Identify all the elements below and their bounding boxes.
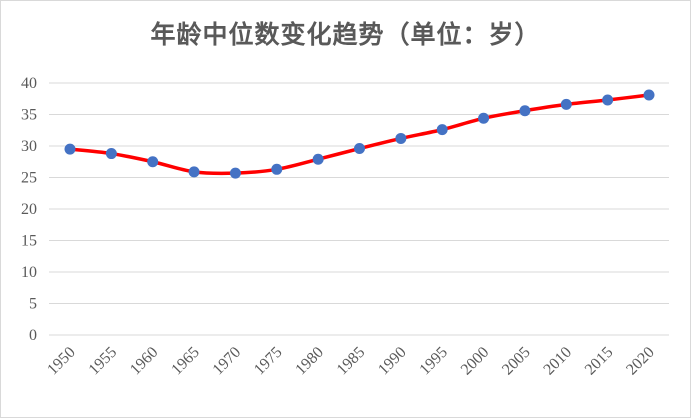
x-tick-label: 2000: [458, 344, 493, 379]
y-tick-label: 35: [21, 107, 37, 124]
chart-title: 年龄中位数变化趋势（单位：岁）: [150, 20, 541, 49]
data-point: [271, 163, 283, 175]
y-tick-label: 0: [29, 327, 37, 344]
y-tick-label: 10: [21, 264, 37, 281]
y-tick-label: 25: [21, 170, 37, 187]
x-tick-label: 1955: [86, 344, 121, 379]
y-tick-label: 30: [21, 138, 37, 155]
x-tick-label: 1970: [210, 344, 245, 379]
x-tick-label: 1975: [251, 344, 286, 379]
data-point: [188, 166, 200, 178]
x-tick-label: 1950: [44, 344, 79, 379]
x-tick-label: 1980: [292, 344, 327, 379]
y-tick-label: 15: [21, 233, 37, 250]
data-point: [602, 94, 614, 106]
x-tick-label: 1985: [334, 344, 369, 379]
x-tick-label: 1965: [168, 344, 203, 379]
y-tick-label: 40: [21, 75, 37, 92]
x-tick-label: 2010: [540, 344, 575, 379]
data-point: [354, 143, 365, 155]
data-point: [560, 98, 572, 110]
data-point: [229, 167, 241, 179]
data-point: [312, 153, 324, 165]
x-tick-label: 2015: [582, 344, 617, 379]
data-point: [105, 148, 117, 160]
x-tick-label: 1960: [127, 344, 162, 379]
x-tick-label: 1995: [416, 344, 451, 379]
gridlines: [49, 82, 669, 336]
data-points: [64, 89, 655, 179]
data-point: [643, 89, 655, 101]
data-point: [64, 143, 76, 155]
data-point: [478, 112, 490, 124]
y-tick-label: 5: [29, 296, 37, 313]
x-tick-label: 2005: [499, 344, 534, 379]
data-point: [395, 132, 407, 144]
x-axis-ticks: 1950 1955 1960 1965 1970 1975 1980 1985 1990 1995…: [44, 344, 658, 379]
x-tick-label: 2020: [623, 344, 658, 379]
data-point: [436, 124, 448, 136]
x-tick-label: 1990: [375, 344, 410, 379]
data-point: [147, 156, 159, 168]
y-axis-ticks: 0 5 10 15 20 25 30 35 40: [21, 75, 37, 344]
y-tick-label: 20: [21, 201, 37, 218]
data-point: [519, 105, 531, 117]
